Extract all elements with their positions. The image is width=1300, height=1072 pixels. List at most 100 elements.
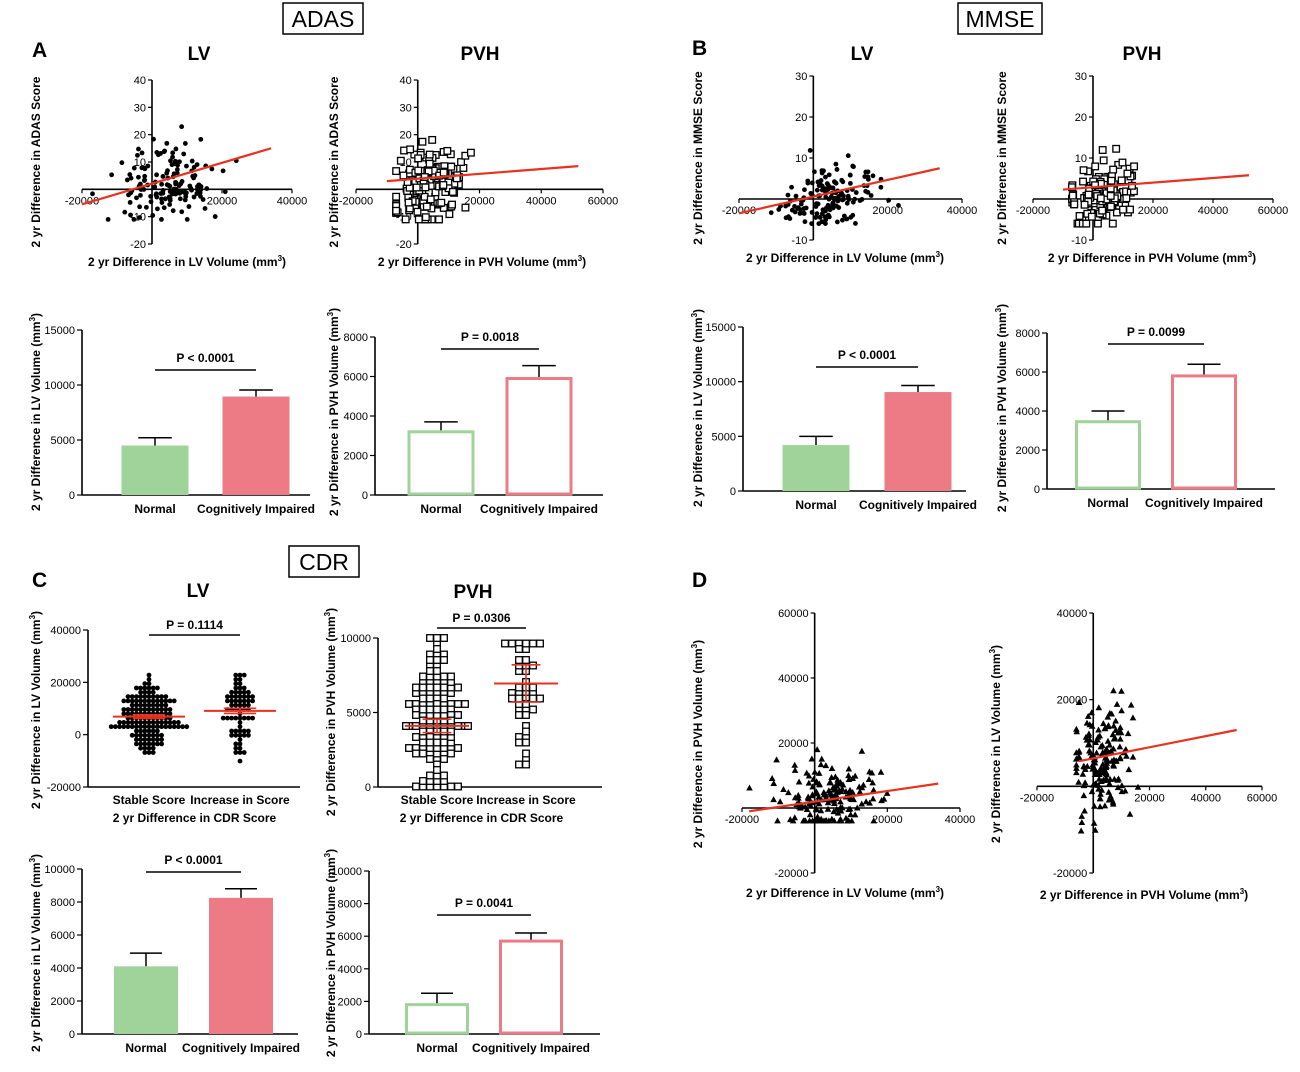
y-axis-label: 2 yr Difference in LV Volume (mm3) <box>28 854 43 1052</box>
data-point <box>1112 717 1119 724</box>
chart-title: PVH <box>453 582 492 603</box>
data-point <box>805 779 813 786</box>
data-point <box>797 207 803 213</box>
data-point <box>246 728 251 734</box>
data-point <box>440 705 448 714</box>
data-point <box>134 732 139 738</box>
mmse-label: MMSE <box>966 6 1035 32</box>
data-point <box>233 698 239 704</box>
data-point <box>457 158 465 166</box>
data-point <box>166 183 172 188</box>
data-point <box>1099 156 1108 165</box>
data-point <box>529 705 537 714</box>
data-point <box>1129 714 1137 721</box>
data-point <box>433 667 441 675</box>
data-point <box>1112 757 1120 764</box>
data-point <box>220 715 226 721</box>
data-point <box>1096 795 1104 802</box>
y-axis-label: 2 yr Difference in ADAS Score <box>29 76 43 247</box>
panel-letter-a: A <box>32 39 47 62</box>
data-point <box>184 724 190 730</box>
data-point <box>811 768 819 775</box>
x-tick-label: -20000 <box>1016 205 1050 217</box>
data-point <box>1092 766 1099 773</box>
data-point <box>150 213 156 218</box>
data-point <box>225 694 230 699</box>
data-point <box>1090 819 1098 826</box>
data-point <box>138 698 144 704</box>
data-point <box>146 741 152 747</box>
data-point <box>1106 741 1113 748</box>
data-point <box>246 715 251 721</box>
data-point <box>161 205 167 211</box>
data-point <box>515 694 523 703</box>
bar <box>222 396 290 495</box>
data-point <box>241 694 247 699</box>
data-point <box>222 189 228 195</box>
data-point <box>180 724 186 730</box>
data-point <box>826 779 833 786</box>
data-point <box>837 778 844 785</box>
data-point <box>797 211 803 216</box>
data-point <box>142 165 147 171</box>
data-point <box>392 167 401 176</box>
data-point <box>164 140 170 146</box>
data-point <box>117 720 122 725</box>
data-point <box>150 728 156 734</box>
data-point <box>1075 747 1083 754</box>
data-point <box>237 724 243 730</box>
x-tick-label: -20000 <box>65 195 99 207</box>
regression-line <box>749 782 939 813</box>
data-point <box>241 672 247 678</box>
data-point <box>845 765 853 772</box>
data-point <box>869 795 877 802</box>
data-point <box>440 755 448 763</box>
data-point <box>1106 780 1113 787</box>
data-point <box>150 689 156 695</box>
y-axis-label: 2 yr Difference in PVH Volume (mm3) <box>994 304 1009 512</box>
chart-title: PVH <box>460 44 499 65</box>
x-tick-label: 60000 <box>588 195 619 207</box>
data-point <box>461 203 470 212</box>
data-point <box>1095 704 1103 711</box>
data-point <box>1087 212 1096 221</box>
data-point <box>160 190 166 196</box>
y-tick-label: 0 <box>75 730 81 742</box>
data-point <box>825 186 831 192</box>
data-point <box>419 749 427 758</box>
data-point <box>229 689 235 695</box>
data-point <box>1117 729 1125 736</box>
data-point <box>419 672 427 681</box>
data-point <box>1105 722 1112 729</box>
y-tick-label: 4000 <box>51 963 75 975</box>
cdr-box <box>288 545 360 578</box>
data-point <box>823 217 829 223</box>
data-point <box>159 702 165 708</box>
data-point <box>191 194 197 200</box>
data-point <box>447 672 455 681</box>
data-point <box>833 161 839 167</box>
data-point <box>146 689 152 695</box>
data-point <box>1081 779 1089 786</box>
data-point <box>159 181 165 187</box>
data-point <box>1073 725 1080 732</box>
data-point <box>151 136 156 142</box>
data-point <box>1095 775 1103 782</box>
category-label: Normal <box>416 1041 457 1055</box>
data-point <box>515 760 523 769</box>
data-point <box>405 700 413 708</box>
data-point <box>1068 191 1077 200</box>
data-point <box>159 200 165 205</box>
data-point <box>813 778 820 785</box>
data-point <box>808 755 816 762</box>
p-value: P = 0.0041 <box>455 896 513 910</box>
data-point <box>454 711 462 719</box>
data-point <box>783 215 789 221</box>
data-point <box>129 724 135 730</box>
data-point <box>250 694 256 699</box>
data-point <box>1079 770 1087 777</box>
data-point <box>809 221 815 227</box>
data-point <box>433 683 441 692</box>
